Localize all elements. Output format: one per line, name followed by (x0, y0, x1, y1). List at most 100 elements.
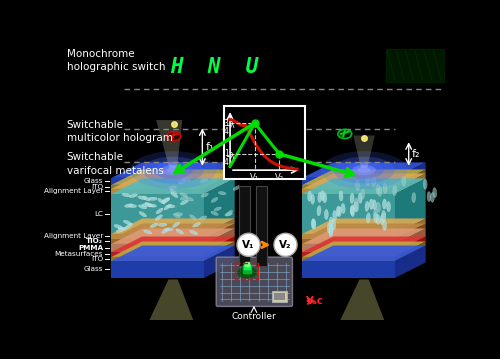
Ellipse shape (333, 157, 395, 183)
Ellipse shape (339, 191, 343, 201)
Ellipse shape (171, 192, 178, 197)
Ellipse shape (358, 193, 362, 203)
Polygon shape (395, 178, 426, 234)
Ellipse shape (344, 162, 384, 179)
Ellipse shape (354, 202, 358, 212)
Polygon shape (204, 169, 234, 189)
Text: f₂: f₂ (412, 149, 420, 159)
Text: V₂: V₂ (280, 240, 292, 250)
Ellipse shape (317, 206, 321, 216)
Polygon shape (156, 120, 182, 168)
Ellipse shape (332, 220, 336, 230)
Text: λ: λ (230, 121, 234, 130)
Ellipse shape (150, 223, 158, 228)
Text: Alignment Layer: Alignment Layer (44, 188, 103, 194)
Polygon shape (112, 178, 204, 185)
Ellipse shape (214, 207, 222, 211)
Polygon shape (112, 194, 204, 234)
Polygon shape (112, 239, 204, 244)
Ellipse shape (166, 167, 179, 173)
Ellipse shape (350, 329, 373, 338)
Ellipse shape (218, 191, 226, 195)
Ellipse shape (402, 176, 406, 186)
Ellipse shape (122, 194, 130, 197)
Polygon shape (204, 237, 234, 257)
Ellipse shape (123, 220, 131, 224)
Polygon shape (112, 244, 204, 252)
Circle shape (274, 233, 297, 256)
Circle shape (237, 233, 260, 256)
Ellipse shape (186, 197, 194, 201)
Polygon shape (112, 228, 234, 244)
Ellipse shape (240, 269, 254, 276)
Ellipse shape (158, 199, 165, 204)
Ellipse shape (310, 194, 314, 204)
Ellipse shape (138, 196, 146, 200)
Polygon shape (302, 173, 426, 189)
Ellipse shape (356, 181, 360, 191)
Ellipse shape (142, 157, 204, 183)
Ellipse shape (128, 205, 136, 208)
Polygon shape (112, 224, 234, 239)
Polygon shape (204, 178, 234, 234)
Ellipse shape (173, 214, 180, 218)
Polygon shape (302, 194, 395, 234)
Ellipse shape (148, 197, 157, 200)
Text: ITO: ITO (91, 184, 103, 190)
Ellipse shape (201, 193, 208, 197)
Polygon shape (112, 189, 204, 194)
Ellipse shape (166, 205, 175, 208)
Ellipse shape (342, 204, 345, 213)
Ellipse shape (183, 178, 190, 182)
Text: TiO₂: TiO₂ (86, 238, 103, 244)
Text: H  N  U: H N U (170, 57, 258, 77)
Polygon shape (302, 252, 395, 257)
Ellipse shape (424, 179, 427, 189)
Ellipse shape (382, 210, 386, 220)
Ellipse shape (180, 200, 188, 205)
Text: f₁: f₁ (206, 142, 214, 152)
Ellipse shape (361, 189, 364, 199)
Ellipse shape (238, 267, 256, 278)
Ellipse shape (138, 205, 146, 209)
Ellipse shape (118, 227, 126, 230)
Ellipse shape (225, 213, 232, 216)
Ellipse shape (355, 201, 359, 211)
Text: LC: LC (94, 211, 103, 217)
Polygon shape (144, 279, 198, 332)
Ellipse shape (169, 186, 176, 189)
Polygon shape (302, 224, 426, 239)
Ellipse shape (124, 204, 133, 207)
Ellipse shape (350, 194, 354, 203)
Polygon shape (354, 135, 375, 168)
Polygon shape (302, 219, 426, 234)
Polygon shape (302, 239, 395, 244)
Polygon shape (112, 219, 234, 234)
Ellipse shape (352, 165, 376, 175)
Ellipse shape (321, 151, 407, 189)
Ellipse shape (144, 230, 152, 234)
Polygon shape (395, 224, 426, 244)
Ellipse shape (386, 202, 390, 212)
Ellipse shape (170, 190, 176, 195)
Ellipse shape (148, 204, 156, 207)
Ellipse shape (374, 213, 378, 223)
Polygon shape (302, 261, 395, 278)
Ellipse shape (164, 204, 171, 210)
Ellipse shape (200, 179, 208, 182)
Polygon shape (395, 173, 426, 194)
Ellipse shape (329, 225, 332, 235)
Polygon shape (112, 252, 204, 257)
Ellipse shape (154, 162, 193, 179)
Ellipse shape (328, 223, 331, 233)
Bar (272, 291, 287, 302)
Ellipse shape (200, 216, 206, 220)
Polygon shape (302, 246, 426, 261)
Ellipse shape (190, 230, 198, 235)
Ellipse shape (142, 196, 150, 201)
Ellipse shape (318, 192, 322, 202)
Text: Glass: Glass (84, 266, 103, 272)
Ellipse shape (350, 206, 354, 216)
Ellipse shape (412, 192, 416, 202)
Polygon shape (395, 242, 426, 261)
